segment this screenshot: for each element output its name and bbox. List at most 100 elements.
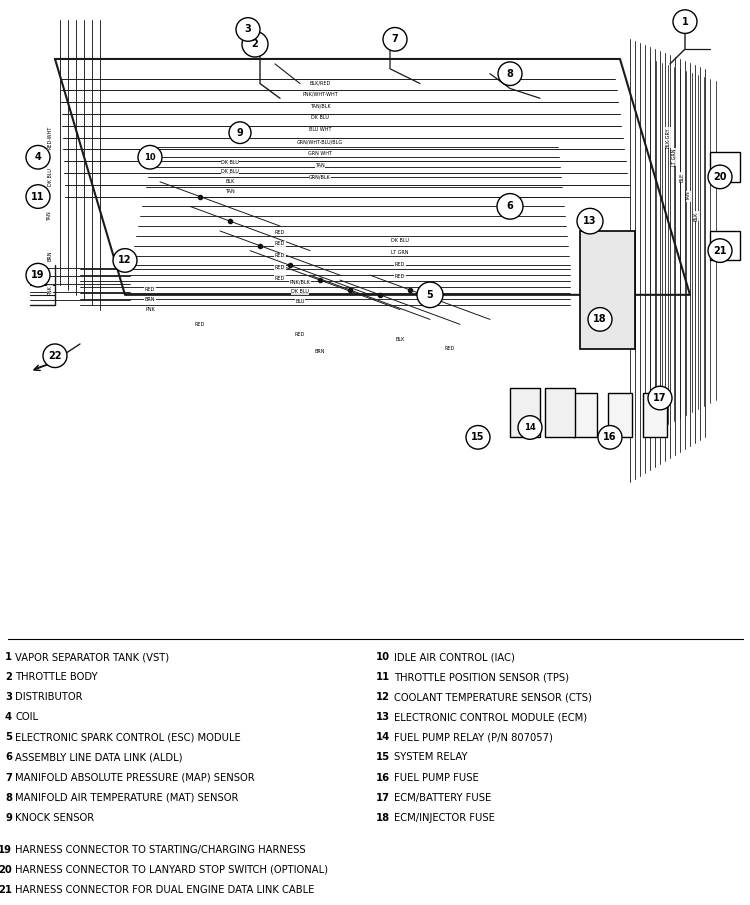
Text: BLK: BLK [694,212,698,221]
Text: 18: 18 [593,314,607,324]
Text: 12: 12 [118,255,132,265]
Text: DK BLU: DK BLU [221,159,239,165]
Circle shape [708,165,732,188]
Text: RED: RED [394,262,405,267]
Text: TAN: TAN [47,212,53,221]
Text: THROTTLE BODY: THROTTLE BODY [15,672,98,682]
Text: 7: 7 [5,773,12,783]
Text: 8: 8 [506,69,514,79]
Text: SYSTEM RELAY: SYSTEM RELAY [394,752,467,762]
Circle shape [648,386,672,410]
Text: 6: 6 [5,752,12,762]
Text: RED: RED [274,231,285,235]
Circle shape [236,18,260,42]
Circle shape [598,425,622,449]
Text: DK BLU: DK BLU [291,290,309,294]
Text: 1: 1 [4,653,12,662]
Circle shape [242,32,268,57]
Text: 14: 14 [524,423,536,432]
Bar [573,393,597,437]
Bar [545,388,575,437]
Circle shape [497,194,523,219]
Text: TAN: TAN [686,192,692,202]
Text: ECM/BATTERY FUSE: ECM/BATTERY FUSE [394,793,491,803]
Circle shape [577,208,603,233]
Text: ASSEMBLY LINE DATA LINK (ALDL): ASSEMBLY LINE DATA LINK (ALDL) [15,752,182,762]
Text: HARNESS CONNECTOR FOR DUAL ENGINE DATA LINK CABLE: HARNESS CONNECTOR FOR DUAL ENGINE DATA L… [15,885,314,895]
Text: DISTRIBUTOR: DISTRIBUTOR [15,692,82,702]
Text: 21: 21 [713,245,727,255]
Circle shape [43,344,67,367]
Circle shape [26,185,50,208]
Text: BLU WHT: BLU WHT [309,128,332,132]
Text: GRN/WHT-BLU/BLG: GRN/WHT-BLU/BLG [297,139,343,144]
Circle shape [498,62,522,85]
Bar [580,231,635,349]
Text: 2: 2 [251,39,258,49]
Text: RED: RED [274,265,285,270]
Text: 19: 19 [0,844,12,855]
Circle shape [229,122,251,144]
Text: DK BLU: DK BLU [221,169,239,175]
Text: 20: 20 [713,172,727,182]
Bar [710,231,740,261]
Text: BRN: BRN [145,297,155,302]
Text: 13: 13 [584,216,597,226]
Text: MANIFOLD ABSOLUTE PRESSURE (MAP) SENSOR: MANIFOLD ABSOLUTE PRESSURE (MAP) SENSOR [15,773,254,783]
Text: 20: 20 [0,865,12,875]
Text: 18: 18 [376,813,390,823]
Text: BLK/RED: BLK/RED [309,80,331,85]
Text: COIL: COIL [15,712,38,722]
Text: RED: RED [295,331,305,337]
Circle shape [138,146,162,169]
Text: 11: 11 [376,672,390,682]
Text: KNOCK SENSOR: KNOCK SENSOR [15,813,94,823]
Text: DK BLU: DK BLU [47,168,53,186]
Text: RED: RED [394,273,405,279]
Text: ELECTRONIC SPARK CONTROL (ESC) MODULE: ELECTRONIC SPARK CONTROL (ESC) MODULE [15,732,241,742]
Text: 15: 15 [471,433,484,443]
Text: LT GRN: LT GRN [392,250,409,255]
Text: 12: 12 [376,692,390,702]
Text: COOLANT TEMPERATURE SENSOR (CTS): COOLANT TEMPERATURE SENSOR (CTS) [394,692,592,702]
Text: BRN: BRN [315,349,326,355]
Bar [710,152,740,182]
Text: 5: 5 [5,732,12,742]
Text: 9: 9 [237,128,243,138]
Text: RED: RED [274,253,285,258]
Text: 3: 3 [244,24,251,34]
Circle shape [26,263,50,287]
Circle shape [673,10,697,33]
Text: DK BLU: DK BLU [391,238,409,243]
Text: 8: 8 [5,793,12,803]
Text: BLK: BLK [395,337,405,341]
Text: VAPOR SEPARATOR TANK (VST): VAPOR SEPARATOR TANK (VST) [15,653,170,662]
Text: 10: 10 [144,153,156,162]
Text: FUEL PUMP FUSE: FUEL PUMP FUSE [394,773,478,783]
Text: 11: 11 [32,192,45,202]
Text: HARNESS CONNECTOR TO STARTING/CHARGING HARNESS: HARNESS CONNECTOR TO STARTING/CHARGING H… [15,844,306,855]
Bar [643,393,667,437]
Text: BLE: BLE [680,172,685,182]
Text: ELECTRONIC CONTROL MODULE (ECM): ELECTRONIC CONTROL MODULE (ECM) [394,712,587,722]
Text: PNK: PNK [47,285,53,295]
Text: 16: 16 [603,433,616,443]
Text: 10: 10 [376,653,390,662]
Text: PNK: PNK [145,307,155,312]
Text: RED: RED [195,322,205,327]
Text: 15: 15 [376,752,390,762]
Text: TAN: TAN [315,163,325,167]
Circle shape [417,282,443,308]
Circle shape [518,415,542,439]
Text: 19: 19 [32,271,45,281]
Text: 3: 3 [5,692,12,702]
Text: 16: 16 [376,773,390,783]
Text: 17: 17 [653,393,667,403]
Text: PNK/WHT-WHT: PNK/WHT-WHT [302,91,338,97]
Text: 5: 5 [427,290,433,300]
Text: 4: 4 [34,152,41,162]
Text: RED: RED [445,347,455,351]
Text: RED-WHT: RED-WHT [47,126,53,149]
Text: GRN WHT: GRN WHT [308,151,332,156]
Circle shape [708,239,732,262]
